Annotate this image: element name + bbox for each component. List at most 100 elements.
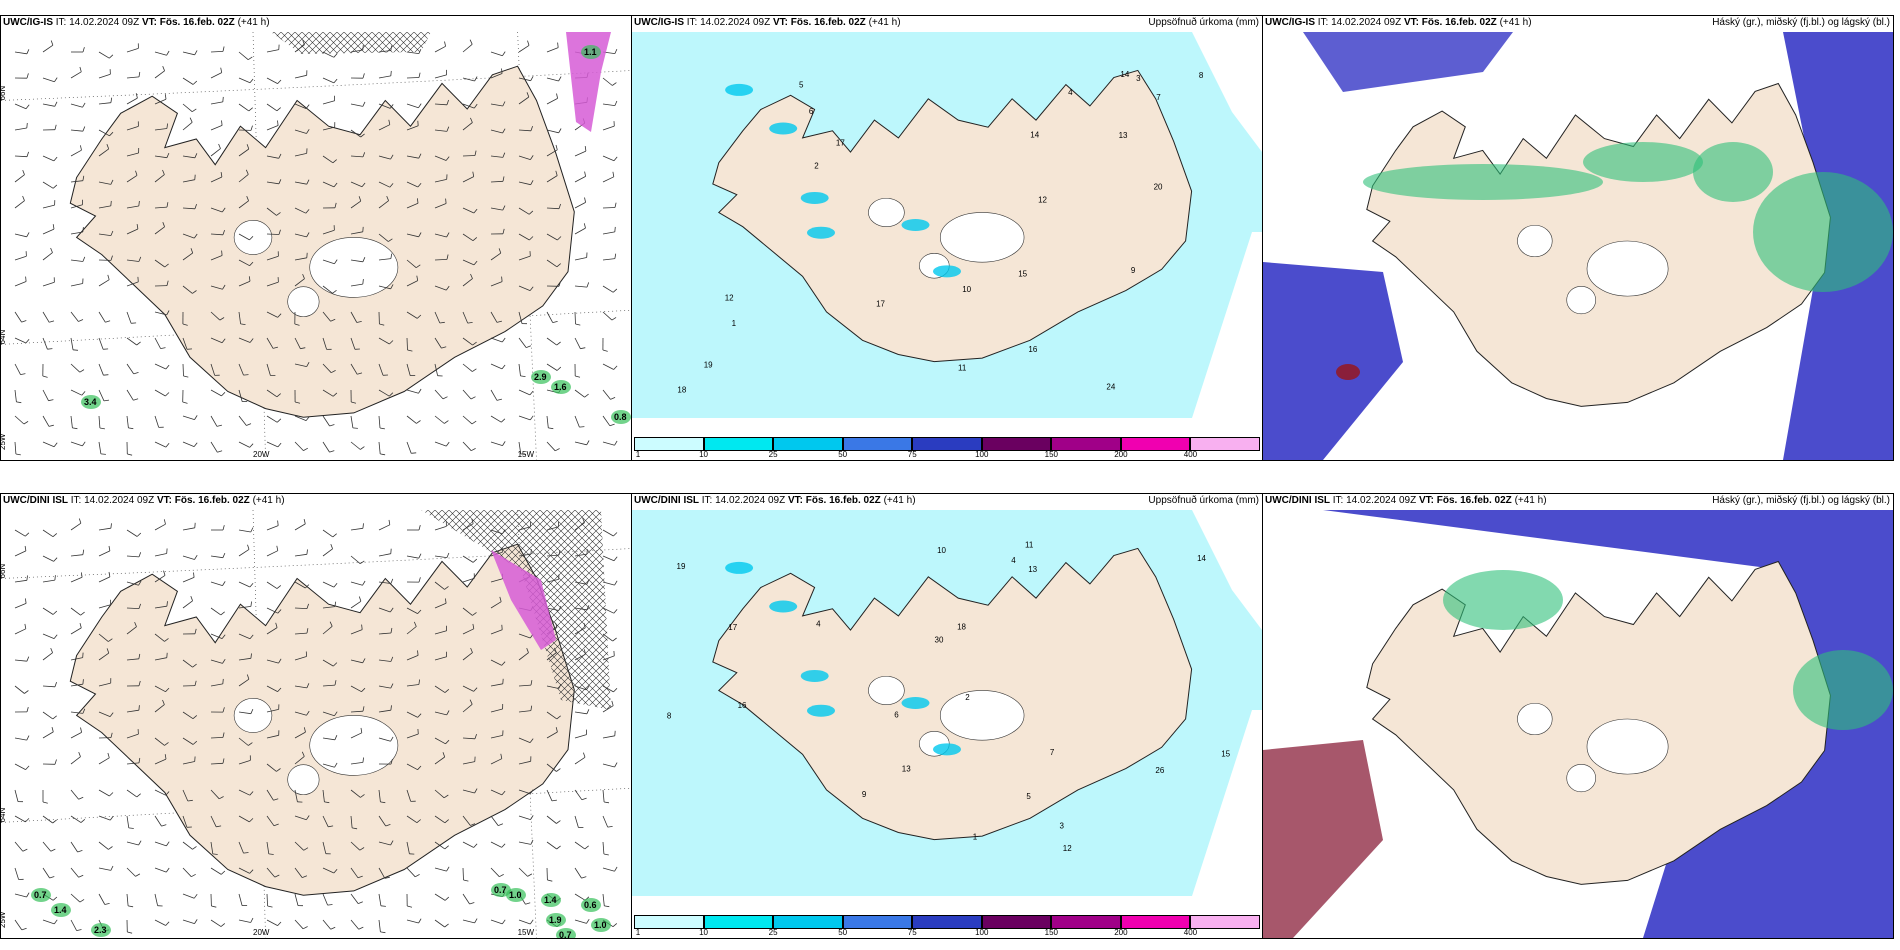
- colorbar-tick: 50: [838, 450, 848, 459]
- precip-total: 7: [1156, 93, 1161, 102]
- colorbar-swatch: [981, 915, 1052, 929]
- lat-label-66n: 66N: [1, 86, 7, 101]
- precip-total: 15: [1018, 270, 1027, 279]
- colorbar-tick: 400: [1183, 450, 1198, 459]
- glacier: [1566, 285, 1596, 315]
- precip-value: 3.4: [84, 397, 97, 407]
- colorbar-swatch: [1190, 437, 1260, 451]
- glacier: [1517, 224, 1553, 258]
- precip-blob: [51, 903, 71, 917]
- panel-wind-igis: UWC/IG-IS IT: 14.02.2024 09Z VT: Fös. 16…: [0, 15, 632, 461]
- high-cloud: [1793, 650, 1893, 730]
- precip-total: 5: [1026, 792, 1031, 801]
- precip-map: 3 6 8 9 13 11 14 24 16 12 10 14 19 17 20 18 12 15 17 4 2 5 7 1: [632, 32, 1262, 418]
- precip-total: 15: [1221, 750, 1230, 759]
- precip-total: 19: [677, 562, 686, 571]
- precip-total: 24: [1106, 383, 1115, 392]
- precip-value: 1.9: [549, 915, 562, 925]
- precip-core: [807, 226, 835, 239]
- magenta-precip: [566, 32, 611, 132]
- precip-value: 0.7: [559, 930, 572, 938]
- colorbar-swatch: [634, 437, 704, 451]
- precip-total: 10: [937, 546, 946, 555]
- glacier: [309, 237, 399, 298]
- iceland-landmass: [712, 69, 1193, 363]
- dry-area: [1192, 32, 1262, 152]
- precip-value: 1.0: [509, 890, 522, 900]
- precip-core: [933, 265, 961, 278]
- low-cloud: [1323, 510, 1893, 938]
- precip-total: 12: [1063, 844, 1072, 853]
- precip-total: 6: [809, 107, 814, 116]
- high-cloud: [1693, 142, 1773, 202]
- precip-value: 1.1: [584, 47, 597, 57]
- precip-value: 1.6: [554, 382, 567, 392]
- colorbar-tick: 400: [1183, 928, 1198, 937]
- precip-total: 18: [677, 386, 686, 395]
- precip-core: [800, 669, 829, 682]
- precip-total: 17: [836, 139, 845, 148]
- high-cloud: [1443, 570, 1563, 630]
- glacier: [287, 764, 320, 795]
- precip-total: 3: [1136, 74, 1141, 83]
- panel-clouds-dini: UWC/DINI ISL IT: 14.02.2024 09Z VT: Fös.…: [1262, 493, 1894, 939]
- glacier: [233, 698, 273, 733]
- lat-label-64n: 64N: [1, 330, 7, 345]
- high-cloud: [1336, 364, 1360, 380]
- glacier: [1586, 240, 1669, 297]
- precip-value: 1.4: [54, 905, 67, 915]
- colorbar-swatch: [634, 915, 704, 929]
- colorbar-tick: 100: [975, 928, 989, 937]
- panel-precip-igis: UWC/IG-IS IT: 14.02.2024 09Z VT: Fös. 16…: [631, 15, 1263, 461]
- wind-barbs: [14, 39, 618, 456]
- precip-value: 0.8: [614, 412, 627, 422]
- precip-total: 3: [1060, 822, 1065, 831]
- precip-core: [725, 83, 754, 96]
- precip-value: 0.7: [494, 885, 507, 895]
- precip-total: 18: [957, 623, 966, 632]
- lon-label-20w: 20W: [253, 450, 270, 459]
- lon-label-25w: 25W: [1, 433, 7, 450]
- precip-core: [800, 191, 829, 204]
- precip-total: 4: [1068, 88, 1073, 97]
- precip-blob: [531, 370, 551, 384]
- precip-core: [933, 743, 961, 756]
- precip-total: 2: [814, 161, 819, 170]
- high-cloud: [1263, 740, 1383, 938]
- precip-core: [725, 561, 754, 574]
- precip-value: 1.4: [544, 895, 557, 905]
- lon-label-25w: 25W: [1, 911, 7, 928]
- precip-total: 16: [738, 701, 747, 710]
- precip-total: 5: [799, 80, 804, 89]
- glacier: [939, 690, 1025, 741]
- colorbar-tick: 25: [768, 928, 778, 937]
- high-cloud: [1363, 164, 1603, 200]
- precip-total: 1: [732, 319, 737, 328]
- colorbar-tick: 1: [635, 450, 641, 459]
- glacier: [868, 197, 905, 227]
- iceland-landmass: [69, 65, 575, 418]
- lat-label-64n: 64N: [1, 808, 7, 823]
- panel-header: UWC/IG-IS IT: 14.02.2024 09Z VT: Fös. 16…: [3, 17, 270, 28]
- colorbar-swatch: [703, 437, 774, 451]
- glacier: [868, 675, 905, 705]
- precip-total: 4: [1011, 556, 1016, 565]
- precip-blob: [31, 888, 51, 902]
- colorbar-swatch: [842, 437, 913, 451]
- precip-core: [769, 122, 798, 135]
- lon-label-20w: 20W: [253, 928, 270, 937]
- glacier: [939, 212, 1025, 263]
- precip-total: 13: [1119, 131, 1128, 140]
- dry-area: [1192, 710, 1262, 896]
- precip-value: 0.7: [34, 890, 47, 900]
- panel-title: Háský (gr.), miðský (fj.bl.) og lágský (…: [1712, 17, 1890, 28]
- colorbar-swatch: [1051, 915, 1121, 929]
- precip-total: 14: [1197, 554, 1206, 563]
- precip-map: 4 8 9 13 11 14 17 30 18 19 26 13 12 16 15 10 4 2 3 5 6 7 1: [632, 510, 1262, 896]
- iceland-landmass: [712, 547, 1193, 841]
- low-cloud: [1263, 262, 1403, 460]
- colorbar-swatch: [1120, 437, 1191, 451]
- panel-title: Uppsöfnuð úrkoma (mm): [1148, 17, 1259, 28]
- low-cloud: [1303, 32, 1513, 92]
